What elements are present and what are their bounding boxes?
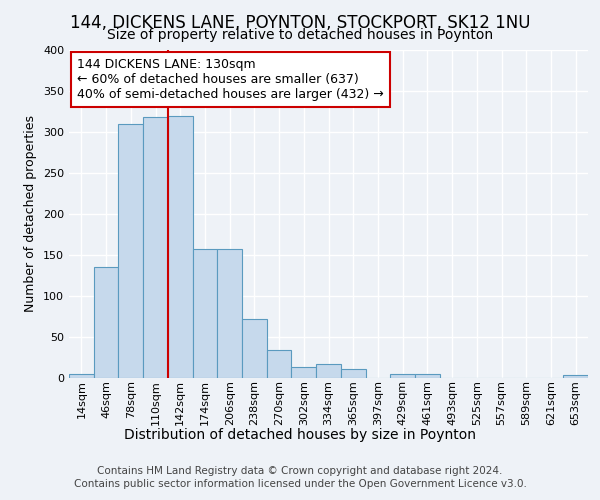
Bar <box>168 116 193 378</box>
Text: Size of property relative to detached houses in Poynton: Size of property relative to detached ho… <box>107 28 493 42</box>
Text: Contains HM Land Registry data © Crown copyright and database right 2024.: Contains HM Land Registry data © Crown c… <box>97 466 503 476</box>
Y-axis label: Number of detached properties: Number of detached properties <box>25 116 37 312</box>
Bar <box>316 364 341 378</box>
Text: 144, DICKENS LANE, POYNTON, STOCKPORT, SK12 1NU: 144, DICKENS LANE, POYNTON, STOCKPORT, S… <box>70 14 530 32</box>
Bar <box>390 374 415 378</box>
Bar <box>563 375 588 378</box>
Bar <box>118 124 143 378</box>
Bar <box>267 350 292 378</box>
Bar <box>193 249 217 378</box>
Text: 144 DICKENS LANE: 130sqm
← 60% of detached houses are smaller (637)
40% of semi-: 144 DICKENS LANE: 130sqm ← 60% of detach… <box>77 58 383 101</box>
Text: Distribution of detached houses by size in Poynton: Distribution of detached houses by size … <box>124 428 476 442</box>
Bar <box>292 367 316 378</box>
Bar <box>69 374 94 378</box>
Bar <box>94 267 118 378</box>
Bar <box>341 370 365 378</box>
Bar <box>143 117 168 378</box>
Bar <box>217 249 242 378</box>
Text: Contains public sector information licensed under the Open Government Licence v3: Contains public sector information licen… <box>74 479 526 489</box>
Bar <box>415 374 440 378</box>
Bar <box>242 318 267 378</box>
